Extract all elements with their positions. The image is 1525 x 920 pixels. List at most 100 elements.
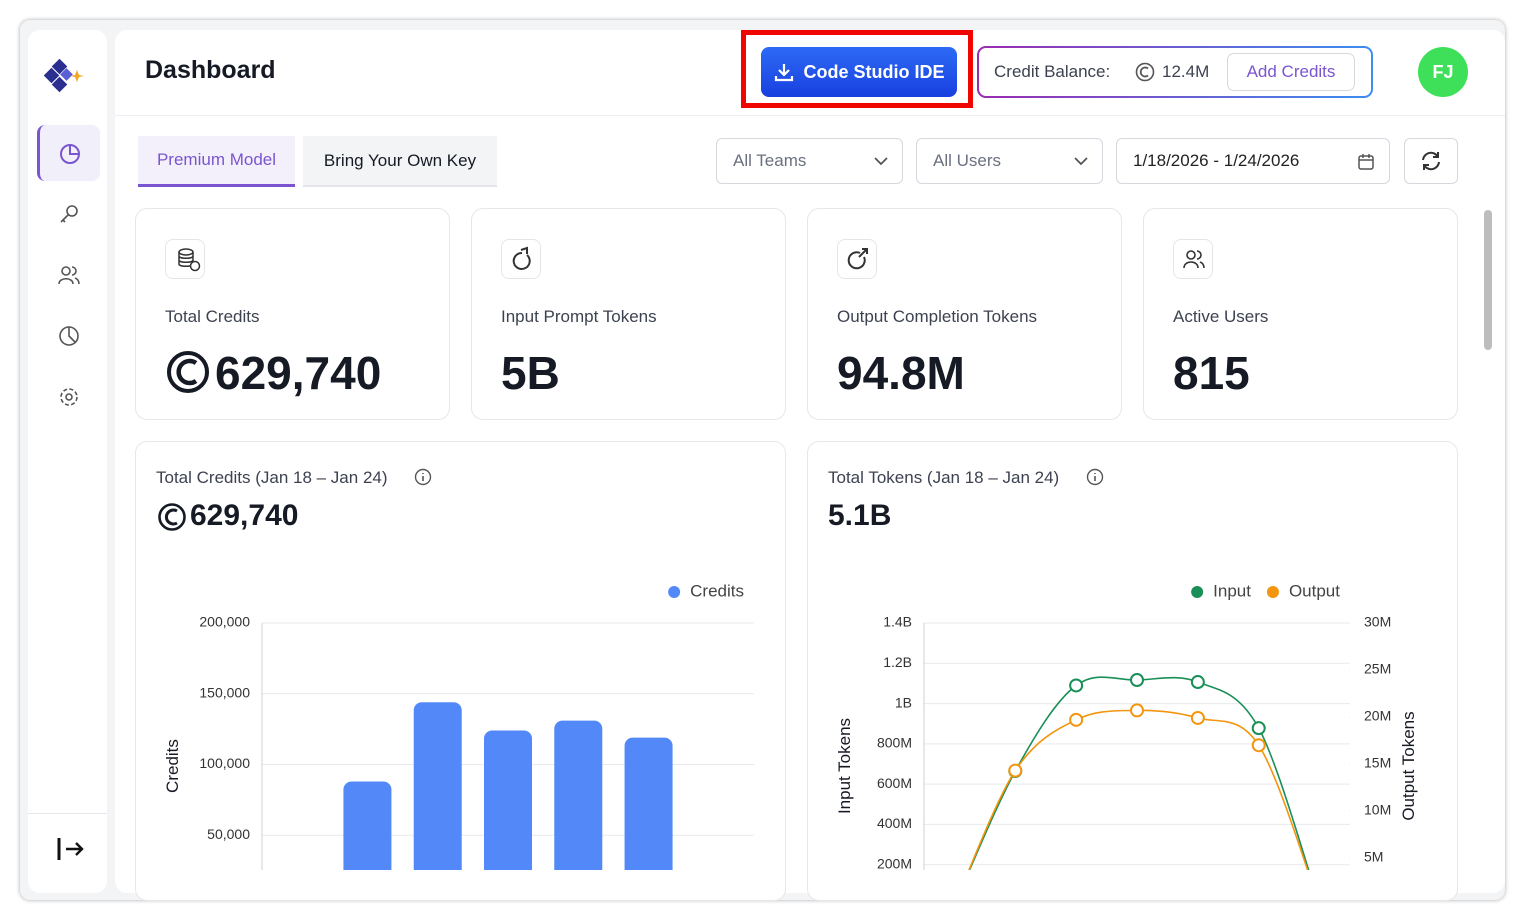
line-point	[1314, 899, 1326, 911]
line-point	[1130, 673, 1144, 688]
y2-axis-label: Output Tokens	[1399, 711, 1418, 820]
avatar[interactable]: FJ	[1418, 47, 1468, 97]
header-divider	[115, 115, 1505, 116]
date-picker[interactable]: 1/18/2026 - 1/24/2026	[1116, 138, 1390, 184]
icon	[60, 144, 80, 164]
divider	[28, 813, 107, 814]
user-value: All Users	[933, 151, 1002, 170]
nav-users[interactable]	[37, 247, 100, 303]
stat-value: 629,740	[215, 347, 382, 399]
chevron	[874, 157, 888, 166]
y-tick-label: 1.2B	[883, 654, 912, 670]
stat-icon	[178, 248, 201, 272]
logout-icon[interactable]	[56, 835, 86, 863]
y-tick-label: 1B	[895, 694, 912, 710]
credit-label: Credit Balance:	[994, 62, 1111, 81]
line-point	[948, 899, 960, 911]
info-icon[interactable]	[1086, 468, 1104, 486]
stat-icon-box	[837, 239, 877, 279]
stat-value: 5B	[501, 347, 560, 399]
bar	[413, 702, 462, 870]
team-value: All Teams	[733, 151, 807, 170]
chart-total: 629,740	[190, 499, 299, 532]
date-value: 1/18/2026 - 1/24/2026	[1133, 151, 1300, 170]
coin-icon	[158, 503, 186, 531]
stat-value: 94.8M	[837, 347, 965, 399]
y2-tick-label: 25M	[1364, 661, 1391, 677]
scrollbar[interactable]	[1483, 195, 1493, 870]
refresh-icon	[1422, 151, 1440, 171]
refresh-button[interactable]	[1404, 138, 1458, 184]
download-icon	[774, 64, 793, 82]
icon	[59, 205, 78, 223]
y-tick-label: 200,000	[199, 614, 250, 630]
highlight-box	[741, 30, 973, 108]
nav-keys[interactable]	[37, 186, 100, 242]
bar	[624, 737, 673, 870]
ide-button[interactable]: Code Studio IDE	[761, 47, 957, 97]
nav-settings[interactable]	[37, 369, 100, 425]
y2-tick-label: 30M	[1364, 614, 1391, 630]
nav-reports[interactable]	[37, 308, 100, 364]
y-axis-label: Credits	[163, 739, 182, 793]
icon	[59, 388, 78, 406]
line-point	[1130, 703, 1144, 718]
legend-label: Output	[1289, 581, 1340, 600]
stat-icon	[1183, 250, 1205, 269]
stat-icon	[512, 246, 531, 270]
line-point	[1008, 763, 1023, 778]
legend-swatch	[1191, 586, 1204, 598]
stat-icon-box	[501, 239, 541, 279]
stat-card	[807, 208, 1122, 420]
stat-card	[471, 208, 786, 420]
chart-total: 5.1B	[828, 499, 892, 532]
stat-icon	[847, 248, 868, 270]
y-tick-label: 150,000	[199, 684, 250, 700]
add-credits-button[interactable]: Add Credits	[1227, 53, 1355, 91]
bar	[273, 906, 321, 916]
icon	[58, 326, 79, 346]
bar	[343, 781, 392, 870]
y2-tick-label: 20M	[1364, 708, 1391, 724]
stat-label: Total Credits	[165, 307, 260, 326]
credit-balance: 12.4M	[1162, 62, 1210, 81]
coin-icon	[167, 351, 209, 393]
legend-label: Input	[1213, 581, 1251, 600]
y-tick-label: 200M	[877, 855, 912, 871]
tab[interactable]: Bring Your Own Key	[303, 136, 497, 187]
logo	[44, 58, 84, 93]
legend-swatch	[1266, 586, 1279, 598]
y-tick-label: 400M	[877, 815, 912, 831]
chart-title: Total Credits (Jan 18 – Jan 24)	[156, 468, 388, 487]
line-point	[1314, 899, 1326, 911]
info-icon[interactable]	[414, 468, 432, 486]
stat-label: Input Prompt Tokens	[501, 307, 657, 326]
stat-icon-box	[165, 239, 205, 279]
stat-card	[1143, 208, 1458, 420]
line-point	[948, 899, 960, 911]
ide-button-label: Code Studio IDE	[803, 61, 945, 82]
bar	[554, 720, 603, 870]
y-tick-label: 100,000	[199, 755, 250, 771]
team-dropdown[interactable]: All Teams	[716, 138, 903, 184]
legend-swatch	[668, 586, 681, 598]
nav-dashboard[interactable]	[37, 125, 100, 181]
icon	[57, 266, 80, 285]
line-point	[1069, 712, 1084, 727]
y-tick-label: 50,000	[207, 826, 250, 842]
line-point	[1251, 738, 1266, 753]
stat-label: Active Users	[1173, 307, 1269, 326]
chevron	[1074, 157, 1088, 166]
tab-active[interactable]: Premium Model	[138, 136, 295, 187]
y-axis-label: Input Tokens	[835, 718, 854, 814]
y-tick-label: 600M	[877, 775, 912, 791]
y-tick-label: 800M	[877, 735, 912, 751]
page-title: Dashboard	[145, 56, 276, 84]
user-dropdown[interactable]: All Users	[916, 138, 1103, 184]
line-point	[1190, 710, 1205, 725]
bar	[484, 730, 532, 870]
stat-value: 815	[1173, 347, 1250, 399]
line-point	[1069, 678, 1084, 693]
